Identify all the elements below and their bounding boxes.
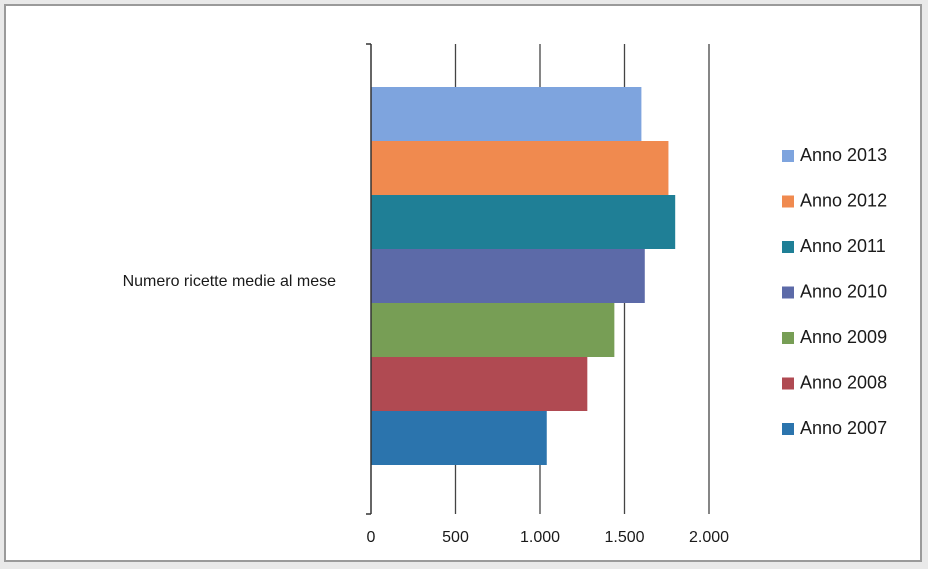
legend-label-anno-2013: Anno 2013 [800,145,887,165]
bar-anno-2012 [371,141,669,195]
chart-frame: Numero ricette medie al mese 0 500 1.000 1.… [4,4,922,562]
legend-label-anno-2011: Anno 2011 [800,236,886,256]
legend-swatch-anno-2010 [782,286,794,299]
bar-chart: Numero ricette medie al mese 0 500 1.000 1.… [123,43,887,546]
bar-anno-2008 [371,357,588,411]
category-label: Numero ricette medie al mese [123,273,337,290]
x-tick-label-1500: 1.500 [604,529,644,546]
legend-swatch-anno-2011 [782,241,794,253]
legend: Anno 2013 Anno 2012 Anno 2011 Anno 2010 Anno… [782,145,887,438]
legend-label-anno-2010: Anno 2010 [800,282,887,302]
x-tick-label-0: 0 [367,529,376,546]
bar-anno-2011 [371,195,676,249]
axes: Numero ricette medie al mese [123,43,372,515]
legend-swatch-anno-2013 [782,150,794,162]
legend-swatch-anno-2012 [782,195,794,208]
x-tick-label-1000: 1.000 [520,529,560,546]
bar-anno-2007 [371,411,547,465]
x-tick-labels: 0 500 1.000 1.500 2.000 [367,529,730,546]
bar-anno-2013 [371,87,642,141]
bars [371,87,676,465]
legend-label-anno-2009: Anno 2009 [800,327,887,347]
legend-label-anno-2008: Anno 2008 [800,373,887,393]
bar-anno-2010 [371,249,645,303]
x-tick-label-2000: 2.000 [689,529,729,546]
legend-label-anno-2012: Anno 2012 [800,191,887,211]
legend-swatch-anno-2008 [782,377,794,390]
legend-swatch-anno-2007 [782,423,794,435]
legend-label-anno-2007: Anno 2007 [800,418,887,438]
legend-swatch-anno-2009 [782,332,794,344]
x-tick-label-500: 500 [442,529,469,546]
bar-anno-2009 [371,303,615,357]
